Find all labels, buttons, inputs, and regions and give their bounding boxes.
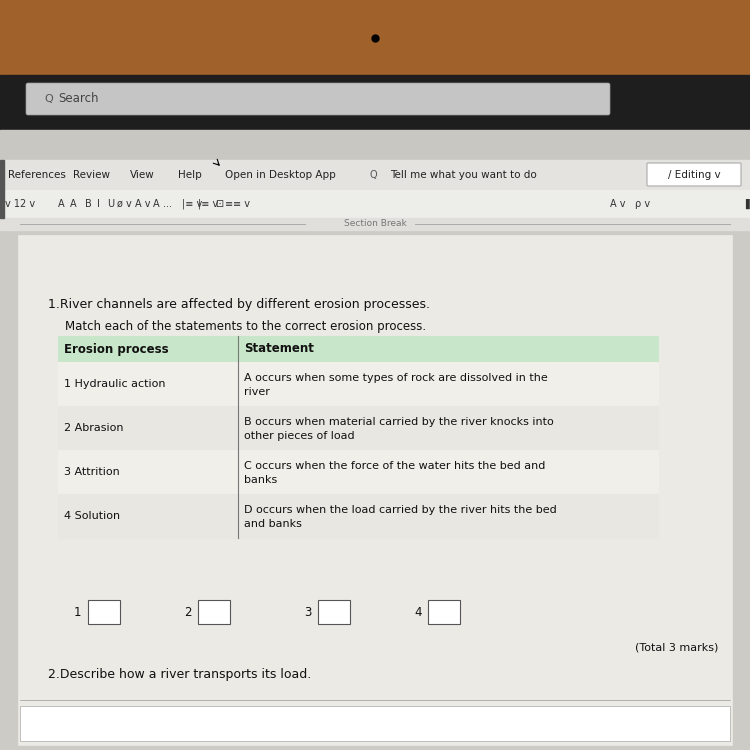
Bar	[20, 706, 730, 741]
Text: A v: A v	[610, 199, 626, 209]
Text: Open in Desktop App: Open in Desktop App	[225, 170, 336, 180]
Text: (Total 3 marks): (Total 3 marks)	[634, 642, 718, 652]
Bar	[318, 600, 350, 624]
Text: Tell me what you want to do: Tell me what you want to do	[390, 170, 537, 180]
Text: |≡ v: |≡ v	[182, 199, 203, 209]
Bar	[428, 600, 460, 624]
Text: Q: Q	[370, 170, 377, 180]
Text: A: A	[58, 199, 64, 209]
Text: A: A	[153, 199, 160, 209]
Bar	[58, 406, 658, 450]
Text: 3 Attrition: 3 Attrition	[64, 467, 120, 477]
Text: Review: Review	[73, 170, 110, 180]
Text: 1: 1	[74, 605, 82, 619]
Text: Erosion process: Erosion process	[64, 343, 169, 355]
Bar	[0, 218, 750, 230]
Text: 1.River channels are affected by different erosion processes.: 1.River channels are affected by differe…	[48, 298, 430, 311]
Text: References: References	[8, 170, 66, 180]
Text: Match each of the statements to the correct erosion process.: Match each of the statements to the corr…	[65, 320, 426, 333]
FancyBboxPatch shape	[26, 83, 610, 115]
Text: Q: Q	[44, 94, 53, 104]
Text: river: river	[244, 387, 270, 397]
Bar	[0, 190, 750, 218]
Text: ▌: ▌	[745, 199, 750, 209]
Text: ø v: ø v	[117, 199, 132, 209]
Bar	[58, 362, 658, 406]
Text: A: A	[70, 199, 76, 209]
FancyBboxPatch shape	[647, 163, 741, 186]
Text: B: B	[85, 199, 92, 209]
Text: 2.Describe how a river transports its load.: 2.Describe how a river transports its lo…	[48, 668, 311, 681]
Text: ≡ v: ≡ v	[233, 199, 250, 209]
Text: D occurs when the load carried by the river hits the bed: D occurs when the load carried by the ri…	[244, 505, 556, 515]
Bar	[0, 75, 750, 130]
Text: ρ v: ρ v	[635, 199, 650, 209]
Bar	[198, 600, 230, 624]
Bar	[0, 190, 4, 218]
Text: ...: ...	[163, 199, 172, 209]
Bar	[0, 160, 4, 190]
Bar	[88, 600, 120, 624]
Text: banks: banks	[244, 475, 278, 485]
Text: other pieces of load: other pieces of load	[244, 431, 355, 441]
Text: B occurs when material carried by the river knocks into: B occurs when material carried by the ri…	[244, 417, 554, 427]
Bar	[0, 160, 750, 190]
Text: Search: Search	[58, 92, 98, 106]
Bar	[18, 235, 732, 745]
Text: |≡ v: |≡ v	[198, 199, 218, 209]
Text: A v: A v	[135, 199, 151, 209]
Text: A occurs when some types of rock are dissolved in the: A occurs when some types of rock are dis…	[244, 373, 548, 383]
Text: and banks: and banks	[244, 519, 302, 529]
Bar	[0, 0, 750, 75]
Text: 4: 4	[414, 605, 422, 619]
Text: C occurs when the force of the water hits the bed and: C occurs when the force of the water hit…	[244, 461, 545, 471]
Text: 1 Hydraulic action: 1 Hydraulic action	[64, 379, 166, 389]
Bar	[0, 130, 750, 160]
Text: Statement: Statement	[244, 343, 314, 355]
Text: I: I	[97, 199, 100, 209]
Text: U: U	[107, 199, 114, 209]
Bar	[58, 450, 658, 494]
Text: ⊡: ⊡	[215, 199, 223, 209]
Text: 3: 3	[304, 605, 311, 619]
Text: ≡: ≡	[225, 199, 233, 209]
Text: 2 Abrasion: 2 Abrasion	[64, 423, 124, 433]
Text: 2: 2	[184, 605, 191, 619]
Text: 4 Solution: 4 Solution	[64, 511, 120, 521]
Text: Section Break: Section Break	[344, 220, 406, 229]
Bar	[58, 336, 658, 362]
Text: / Editing v: / Editing v	[668, 170, 720, 180]
Text: v 12 v: v 12 v	[5, 199, 35, 209]
Bar	[0, 230, 750, 750]
Text: View: View	[130, 170, 154, 180]
Bar	[58, 494, 658, 538]
Text: Help: Help	[178, 170, 202, 180]
